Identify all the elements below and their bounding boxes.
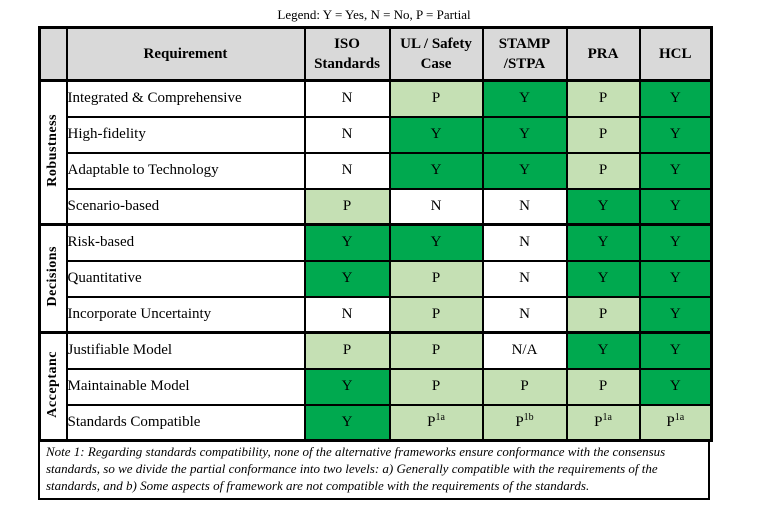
value-cell: P xyxy=(565,115,641,154)
group-label-acceptanc: Acceptanc xyxy=(38,331,68,442)
requirement-cell: Maintainable Model xyxy=(65,367,306,406)
group-label-text: Decisions xyxy=(45,245,61,307)
value-cell: P xyxy=(388,367,484,406)
requirement-cell: Integrated & Comprehensive xyxy=(65,79,306,118)
value-cell: Y xyxy=(565,223,641,262)
corner-cell xyxy=(38,26,68,82)
value-cell: Y xyxy=(388,151,484,190)
table-row: Adaptable to Technology N Y Y P Y xyxy=(40,151,713,190)
value-cell: P xyxy=(481,367,568,406)
table-row: Quantitative Y P N Y Y xyxy=(40,259,713,298)
value-cell: P xyxy=(303,187,391,226)
requirement-cell: Risk-based xyxy=(65,223,306,262)
column-header-stamp-stpa: STAMP /STPA xyxy=(481,26,568,82)
footnote-text: Note 1: Regarding standards compatibilit… xyxy=(38,442,710,500)
value-cell: Y xyxy=(638,223,713,262)
footnote-marker: 1a xyxy=(674,411,685,423)
value-cell: P xyxy=(565,295,641,334)
value-cell: Y xyxy=(638,79,713,118)
value-cell: Y xyxy=(481,115,568,154)
group-label-text: Acceptanc xyxy=(45,350,61,418)
column-header-ul-safety-case: UL / Safety Case xyxy=(388,26,484,82)
value-cell: P xyxy=(565,151,641,190)
value-cell: Y xyxy=(638,151,713,190)
group-label-decisions: Decisions xyxy=(38,223,68,334)
table-row: Maintainable Model Y P P P Y xyxy=(40,367,713,406)
value-cell: Y xyxy=(638,259,713,298)
footnote-marker: 1a xyxy=(435,411,445,423)
value-cell: Y xyxy=(638,367,713,406)
requirement-cell: High-fidelity xyxy=(65,115,306,154)
requirement-column-header: Requirement xyxy=(65,26,306,82)
legend-text: Legend: Y = Yes, N = No, P = Partial xyxy=(277,7,471,22)
value-cell: Y xyxy=(303,223,391,262)
requirement-cell: Justifiable Model xyxy=(65,331,306,370)
value-cell: P xyxy=(388,79,484,118)
value-cell: N xyxy=(303,79,391,118)
column-header-iso-standards: ISO Standards xyxy=(303,26,391,82)
value-cell: Y xyxy=(388,223,484,262)
value-cell: Y xyxy=(638,187,713,226)
value-cell: N xyxy=(481,223,568,262)
table-body: Robustness Integrated & Comprehensive N P Y P… xyxy=(38,79,713,442)
value-cell: Y xyxy=(638,331,713,370)
framework-comparison-table: Requirement ISO Standards UL / Safety Ca… xyxy=(38,26,713,442)
value-cell: P xyxy=(303,331,391,370)
table-row: Standards Compatible Y P1a P1b P1a P1a xyxy=(40,403,713,442)
value-cell: P xyxy=(388,259,484,298)
table-row: High-fidelity N Y Y P Y xyxy=(40,115,713,154)
value-cell: N xyxy=(481,295,568,334)
column-header-hcl: HCL xyxy=(638,26,713,82)
value-cell: N xyxy=(481,259,568,298)
value-cell: P1b xyxy=(481,403,568,442)
table-row: Robustness Integrated & Comprehensive N P Y P… xyxy=(38,79,713,226)
value-cell: N xyxy=(303,115,391,154)
value-cell: Y xyxy=(388,115,484,154)
value-cell: P1a xyxy=(388,403,484,442)
value-cell: Y xyxy=(481,79,568,118)
table-row: Scenario-based P N N Y Y xyxy=(40,187,713,226)
value-cell: Y xyxy=(565,259,641,298)
value-cell: Y xyxy=(638,295,713,334)
value-cell: N xyxy=(481,187,568,226)
footnote-marker: 1a xyxy=(602,411,612,423)
value-cell: P xyxy=(388,295,484,334)
table-row: Incorporate Uncertainty N P N P Y xyxy=(40,295,713,334)
group-label-robustness: Robustness xyxy=(38,79,68,226)
value-cell: P xyxy=(388,331,484,370)
group-label-text: Robustness xyxy=(45,113,61,187)
value-cell: Y xyxy=(638,115,713,154)
value-cell: N xyxy=(303,295,391,334)
value-cell: N/A xyxy=(481,331,568,370)
value-cell: Y xyxy=(481,151,568,190)
value-cell: Y xyxy=(565,187,641,226)
table-row: Decisions Risk-based Y Y N Y Y xyxy=(38,223,713,334)
column-header-pra: PRA xyxy=(565,26,641,82)
header-row: Requirement ISO Standards UL / Safety Ca… xyxy=(38,26,713,82)
value-cell: N xyxy=(388,187,484,226)
value-cell: P xyxy=(565,79,641,118)
value-cell: Y xyxy=(303,259,391,298)
requirement-cell: Scenario-based xyxy=(65,187,306,226)
value-cell: P1a xyxy=(565,403,641,442)
requirement-cell: Quantitative xyxy=(65,259,306,298)
value-cell: P1a xyxy=(638,403,713,442)
requirement-cell: Standards Compatible xyxy=(65,403,306,442)
value-cell: N xyxy=(303,151,391,190)
value-cell: Y xyxy=(565,331,641,370)
requirement-cell: Adaptable to Technology xyxy=(65,151,306,190)
requirement-cell: Incorporate Uncertainty xyxy=(65,295,306,334)
footnote-marker: 1b xyxy=(523,411,534,423)
value-cell: Y xyxy=(303,403,391,442)
table-row: Acceptanc Justifiable Model P P N/A Y Y xyxy=(38,331,713,442)
value-cell: Y xyxy=(303,367,391,406)
value-cell: P xyxy=(565,367,641,406)
